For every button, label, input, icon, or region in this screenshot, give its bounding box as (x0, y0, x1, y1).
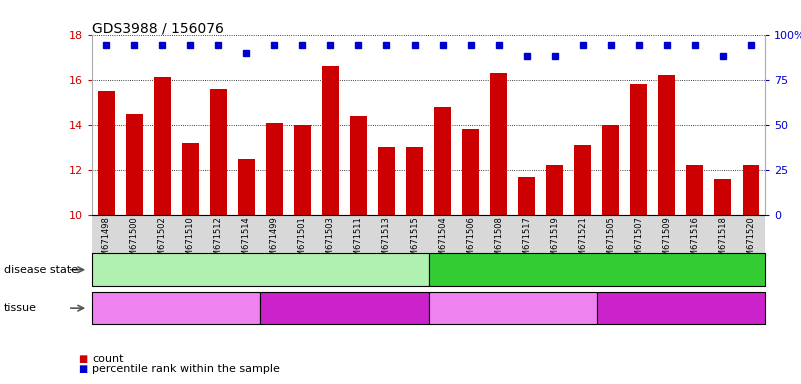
Bar (714, 179, 731, 215)
Bar (154, 78, 171, 215)
Bar (322, 66, 339, 215)
Bar (238, 159, 255, 215)
Bar (98, 91, 115, 215)
Bar (266, 122, 283, 215)
Bar (602, 125, 619, 215)
Text: left dentate gyrus: left dentate gyrus (295, 303, 394, 313)
Bar (462, 129, 479, 215)
Text: GDS3988 / 156076: GDS3988 / 156076 (92, 21, 224, 35)
Bar (546, 166, 563, 215)
Bar (406, 147, 423, 215)
Bar (182, 143, 199, 215)
Text: disease state: disease state (4, 265, 78, 275)
Bar (294, 125, 311, 215)
Text: tissue: tissue (4, 303, 37, 313)
Text: developed epilepsy: developed epilepsy (206, 265, 315, 275)
Bar (434, 107, 451, 215)
Bar (378, 147, 395, 215)
Bar (518, 177, 535, 215)
Bar (574, 145, 591, 215)
Text: ■: ■ (78, 364, 87, 374)
Text: ■: ■ (78, 354, 87, 364)
Bar (686, 166, 703, 215)
Text: left dentate gyrus: left dentate gyrus (631, 303, 731, 313)
Text: did not develop epilepsy: did not develop epilepsy (529, 265, 665, 275)
Text: percentile rank within the sample: percentile rank within the sample (92, 364, 280, 374)
Bar (658, 75, 675, 215)
Bar (630, 84, 647, 215)
Text: count: count (92, 354, 123, 364)
Text: right dentate gyrus: right dentate gyrus (122, 303, 231, 313)
Bar (126, 114, 143, 215)
Bar (743, 166, 759, 215)
Bar (490, 73, 507, 215)
Bar (210, 89, 227, 215)
Bar (350, 116, 367, 215)
Text: right dentate gyrus: right dentate gyrus (458, 303, 567, 313)
